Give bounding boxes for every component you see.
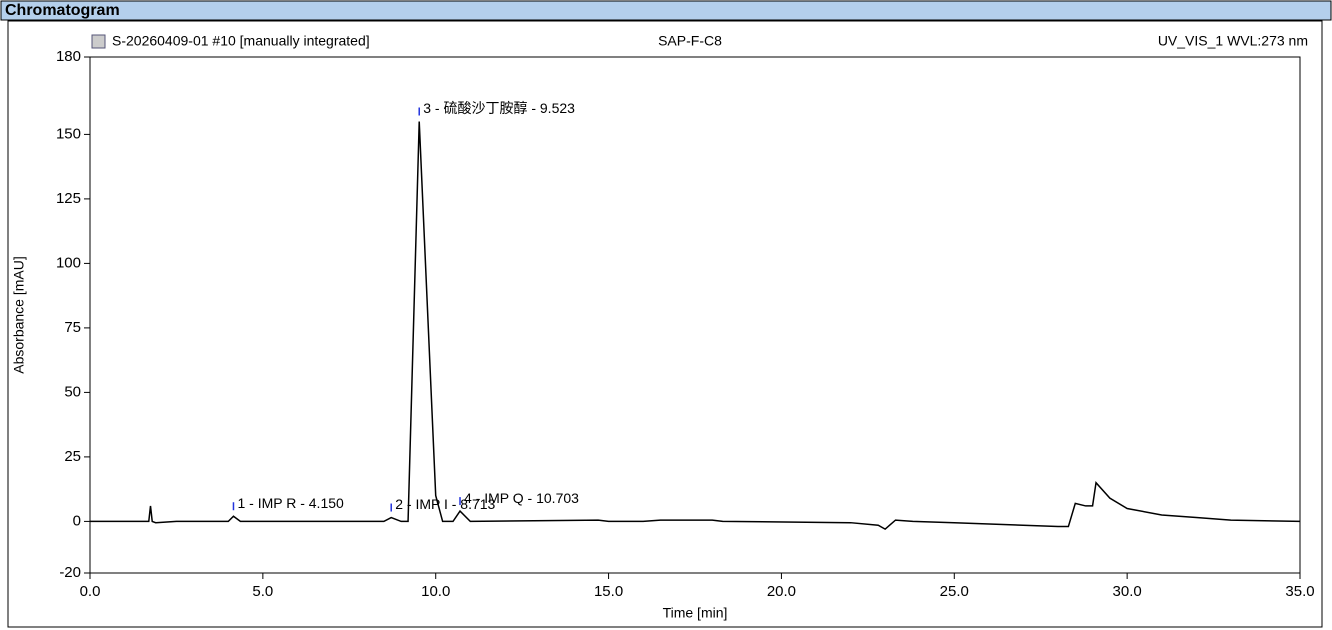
x-tick-label: 10.0	[421, 583, 450, 600]
x-tick-label: 0.0	[80, 583, 101, 600]
plot-area	[89, 56, 1301, 574]
x-tick-label: 25.0	[940, 583, 969, 600]
peak-label: 3 - 硫酸沙丁胺醇 - 9.523	[423, 100, 575, 116]
header-title: Chromatogram	[5, 2, 120, 19]
y-axis-label: Absorbance [mAU]	[11, 256, 27, 374]
y-tick-label: 75	[64, 319, 81, 336]
x-tick-label: 5.0	[252, 583, 273, 600]
y-tick-label: 100	[56, 254, 81, 271]
y-tick-label: 125	[56, 190, 81, 207]
x-axis-label: Time [min]	[663, 605, 728, 621]
x-tick-label: 15.0	[594, 583, 623, 600]
method-name: SAP-F-C8	[658, 33, 722, 49]
y-tick-label: 0	[73, 512, 81, 529]
y-tick-label: 180	[56, 48, 81, 65]
sample-name: S-20260409-01 #10 [manually integrated]	[112, 33, 370, 49]
y-tick-label: 25	[64, 448, 81, 465]
y-tick-label: 50	[64, 383, 81, 400]
channel-name: UV_VIS_1 WVL:273 nm	[1158, 33, 1308, 49]
peak-label: 1 - IMP R - 4.150	[237, 495, 344, 511]
header-bar	[0, 0, 1332, 21]
x-tick-label: 20.0	[767, 583, 796, 600]
y-tick-label: 150	[56, 125, 81, 142]
y-tick-label: -20	[59, 564, 81, 581]
frame	[7, 20, 1323, 628]
x-tick-label: 30.0	[1113, 583, 1142, 600]
x-tick-label: 35.0	[1285, 583, 1314, 600]
peak-label: 2 - IMP I - 8.713	[395, 496, 495, 512]
icon	[91, 34, 106, 49]
trace	[90, 121, 1301, 531]
peak-label: 4 - IMP Q - 10.703	[464, 490, 579, 506]
